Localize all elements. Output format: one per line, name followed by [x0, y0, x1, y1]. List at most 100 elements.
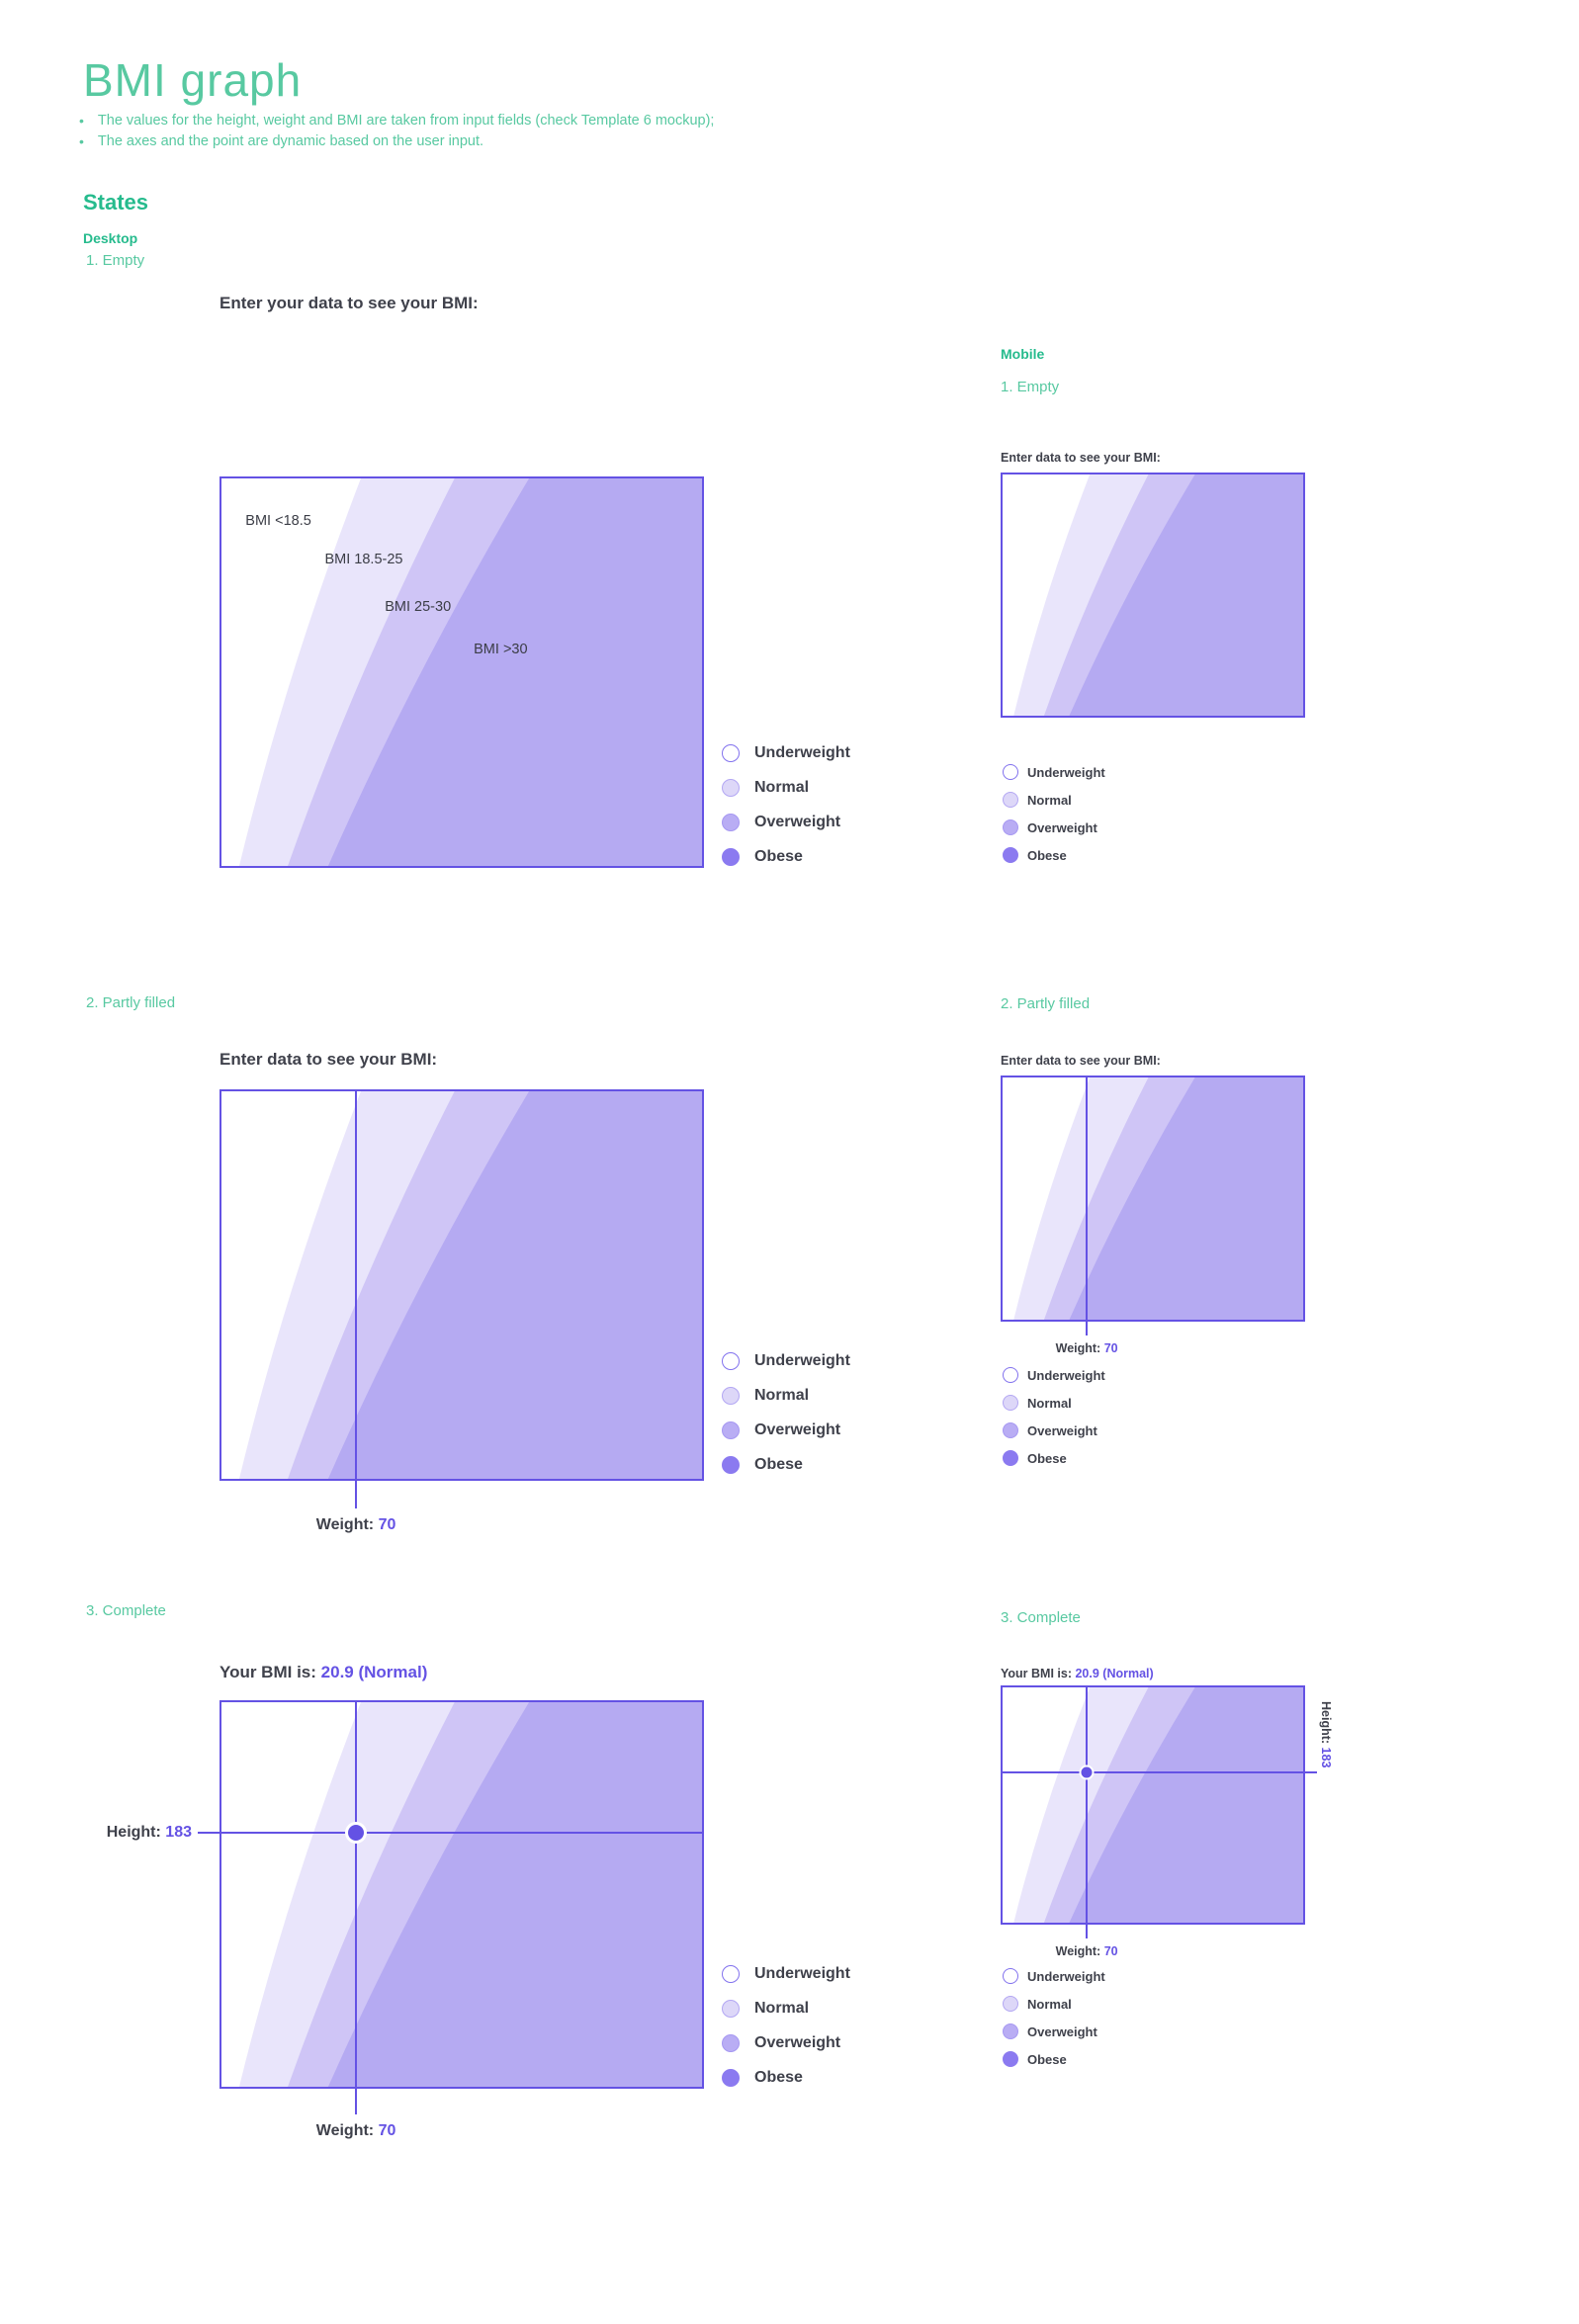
chart-title: Enter data to see your BMI:: [219, 1050, 438, 1069]
legend-swatch-obese: [1003, 847, 1018, 863]
legend-label: Normal: [1027, 792, 1072, 808]
weight-value: 70: [378, 2122, 396, 2139]
legend-item: Underweight: [722, 744, 850, 762]
legend: Underweight Normal Overweight Obese: [1003, 1968, 1105, 2067]
legend-swatch-overweight: [1003, 2023, 1018, 2039]
legend-label: Obese: [754, 2069, 803, 2086]
bmi-point: [345, 1822, 368, 1845]
note-text: The values for the height, weight and BM…: [97, 113, 715, 129]
band-label-overweight: BMI 25-30: [385, 598, 452, 615]
band-label-normal: BMI 18.5-25: [324, 552, 403, 568]
legend-swatch-underweight: [1003, 1367, 1018, 1383]
bmi-result-label: Your BMI is:: [219, 1663, 316, 1681]
column-label-desktop: Desktop: [83, 230, 138, 246]
legend-item: Underweight: [1003, 1367, 1105, 1383]
legend-swatch-underweight: [722, 1965, 740, 1983]
height-label-text: Height:: [1319, 1701, 1333, 1745]
weight-value: 70: [1103, 1944, 1118, 1958]
chart-title: Enter data to see your BMI:: [1001, 1054, 1161, 1068]
bmi-chart-desktop-complete: Height: 183 Weight: 70: [107, 1700, 704, 2139]
legend-swatch-underweight: [722, 744, 740, 762]
legend-swatch-underweight: [722, 1352, 740, 1370]
states-heading: States: [83, 190, 149, 215]
legend-swatch-overweight: [722, 2034, 740, 2052]
legend-item: Normal: [1003, 1395, 1105, 1411]
weight-label-text: Weight:: [315, 2122, 375, 2139]
band-label-obese: BMI >30: [474, 641, 528, 657]
legend-label: Obese: [1027, 1450, 1067, 1466]
chart-title: Your BMI is: 20.9 (Normal): [219, 1663, 427, 1682]
legend-swatch-normal: [722, 1387, 740, 1405]
legend-label: Normal: [1027, 1996, 1072, 2012]
legend-label: Normal: [754, 779, 810, 796]
legend-swatch-overweight: [722, 814, 740, 831]
step-label-desktop-complete: 3. Complete: [86, 1602, 166, 1619]
bmi-chart-mobile-complete: Height: 183 Weight: 70: [1001, 1685, 1333, 1958]
legend-label: Underweight: [1027, 1367, 1105, 1383]
band-label-underweight: BMI <18.5: [245, 513, 311, 530]
legend-label: Overweight: [1027, 2023, 1097, 2039]
weight-axis-line: [1086, 1076, 1089, 1335]
bmi-result-value: 20.9 (Normal): [1075, 1667, 1154, 1680]
legend: Underweight Normal Overweight Obese: [1003, 1367, 1105, 1466]
bmi-bands: [221, 1091, 702, 1479]
bullet-icon: •: [79, 113, 84, 129]
legend-label: Underweight: [754, 744, 850, 761]
legend-item: Normal: [722, 779, 850, 797]
legend-label: Underweight: [1027, 764, 1105, 780]
legend-label: Overweight: [754, 814, 841, 830]
weight-label-text: Weight:: [1055, 1944, 1101, 1958]
step-label-mobile-empty: 1. Empty: [1001, 379, 1060, 395]
height-label: Height: 183: [107, 1824, 192, 1842]
bmi-chart-mobile-empty: [1001, 473, 1305, 718]
bmi-chart-desktop-empty: BMI <18.5 BMI 18.5-25 BMI 25-30 BMI >30: [219, 476, 704, 868]
legend-item: Normal: [1003, 1996, 1105, 2012]
weight-label: Weight: 70: [316, 1516, 396, 1534]
notes-list: • The values for the height, weight and …: [79, 111, 714, 152]
weight-label: Weight: 70: [1056, 1944, 1118, 1958]
legend: Underweight Normal Overweight Obese: [722, 1965, 850, 2087]
legend-label: Underweight: [754, 1352, 850, 1369]
chart-title: Enter your data to see your BMI:: [219, 294, 479, 312]
legend-label: Underweight: [1027, 1968, 1105, 1984]
step-label-desktop-partly: 2. Partly filled: [86, 994, 176, 1011]
bmi-chart-desktop-partly: Weight: 70: [219, 1089, 704, 1533]
legend-swatch-underweight: [1003, 1968, 1018, 1984]
legend-item: Obese: [1003, 1450, 1105, 1466]
legend-item: Underweight: [722, 1965, 850, 1983]
weight-axis-line: [355, 1700, 358, 2114]
legend-label: Obese: [754, 1456, 803, 1473]
height-axis-line: [198, 1832, 702, 1835]
legend-label: Overweight: [754, 2034, 841, 2051]
legend-label: Overweight: [1027, 819, 1097, 835]
legend-label: Overweight: [754, 1421, 841, 1438]
legend-swatch-overweight: [722, 1421, 740, 1439]
legend-item: Overweight: [722, 1421, 850, 1439]
legend-swatch-obese: [1003, 2051, 1018, 2067]
legend-swatch-normal: [722, 779, 740, 797]
bmi-bands: [1003, 1687, 1303, 1923]
bmi-bands: [221, 478, 702, 866]
legend-swatch-normal: [1003, 1395, 1018, 1411]
weight-value: 70: [1103, 1341, 1118, 1355]
bmi-result-label: Your BMI is:: [1001, 1667, 1072, 1680]
legend-swatch-overweight: [1003, 1422, 1018, 1438]
legend-item: Obese: [1003, 2051, 1105, 2067]
bullet-icon: •: [79, 133, 84, 149]
chart-title: Your BMI is: 20.9 (Normal): [1001, 1667, 1154, 1680]
legend-label: Obese: [754, 848, 803, 865]
legend-label: Overweight: [1027, 1422, 1097, 1438]
note-text: The axes and the point are dynamic based…: [97, 133, 484, 149]
note-item: • The axes and the point are dynamic bas…: [79, 131, 714, 152]
height-axis-line: [1003, 1770, 1317, 1773]
legend-item: Obese: [722, 2069, 850, 2087]
height-value: 183: [1319, 1747, 1333, 1768]
legend-swatch-obese: [722, 848, 740, 866]
legend-swatch-normal: [722, 2000, 740, 2018]
legend-swatch-obese: [1003, 1450, 1018, 1466]
legend-item: Underweight: [1003, 764, 1105, 780]
legend-label: Obese: [1027, 847, 1067, 863]
bmi-chart-mobile-partly: Weight: 70: [1001, 1076, 1305, 1355]
legend-label: Normal: [754, 2000, 810, 2017]
